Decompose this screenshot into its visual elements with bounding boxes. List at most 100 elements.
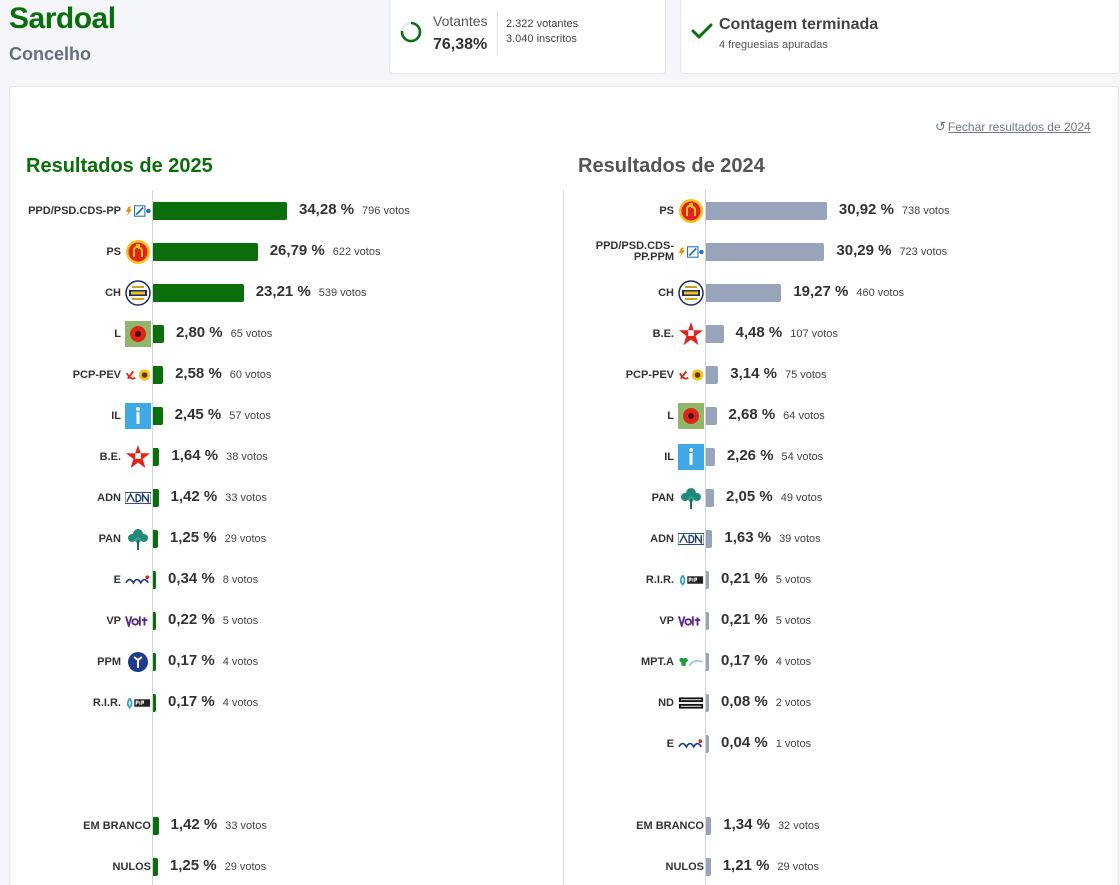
result-votes: 33 votos: [225, 820, 267, 832]
party-label: E: [3, 567, 151, 593]
undo-icon: ↺: [935, 119, 946, 134]
pan-logo: [125, 526, 151, 552]
result-pct: 1,64 %: [171, 447, 219, 464]
chega-logo: [678, 280, 704, 306]
result-bar-pan: [706, 489, 714, 507]
checkmark-icon: [691, 23, 713, 39]
party-name: PCP-PEV: [625, 368, 674, 381]
party-name: L: [667, 409, 674, 422]
result-bar-ppd-psd-cds-pp-ppm: [706, 243, 825, 261]
party-label: L: [556, 403, 704, 429]
result-bar-em-branco: [153, 817, 159, 835]
party-label: IL: [556, 444, 704, 470]
party-name: PPD/PSD.CDS-PP.PPM: [595, 240, 674, 263]
party-label: ADN: [556, 526, 704, 552]
ad-logo: [678, 239, 704, 265]
party-label: B.E.: [3, 444, 151, 470]
result-votes: 460 votos: [856, 287, 905, 299]
result-pct: 19,27 %: [793, 283, 849, 300]
result-votes: 29 votos: [224, 533, 267, 545]
axis-2025: [152, 190, 153, 885]
result-pct: 0,17 %: [721, 652, 768, 669]
turnout-ring-icon: [400, 21, 422, 43]
rir-logo: [125, 690, 151, 716]
result-bar-mpt-a: [706, 653, 709, 671]
result-votes: 54 votos: [781, 451, 824, 463]
page-subtitle: Concelho: [9, 44, 92, 64]
party-label: IL: [3, 403, 151, 429]
result-votes: 738 votos: [901, 205, 950, 217]
result-pct: 0,08 %: [721, 693, 768, 710]
result-bar-ppd-psd-cds-pp: [153, 202, 287, 220]
adn-logo: [678, 526, 704, 552]
votantes-count: 2.322 votantes: [506, 18, 579, 30]
party-name: PS: [659, 204, 674, 217]
party-label: PS: [556, 198, 704, 224]
party-label: L: [3, 321, 151, 347]
result-votes: 29 votos: [224, 861, 267, 873]
page-title: Sardoal: [9, 2, 116, 35]
ps-logo: [125, 239, 151, 265]
result-bar-vp: [153, 612, 156, 630]
party-label: EM BRANCO: [3, 813, 151, 839]
result-bar-e: [706, 735, 709, 753]
party-label: MPT.A: [556, 649, 704, 675]
result-pct: 1,34 %: [723, 816, 770, 833]
result-votes: 4 votos: [775, 656, 812, 668]
party-label: CH: [3, 280, 151, 306]
party-name: R.I.R.: [92, 696, 121, 709]
result-votes: 38 votos: [226, 451, 268, 463]
party-label: NULOS: [3, 854, 152, 880]
ergue-te-logo: [678, 731, 704, 757]
result-pct: 2,45 %: [174, 406, 222, 423]
party-name: ND: [658, 696, 674, 709]
result-votes: 107 votos: [790, 328, 838, 340]
pan-logo: [678, 485, 704, 511]
results-2024-title: Resultados de 2024: [578, 155, 765, 177]
party-name: PS: [106, 245, 121, 258]
contagem-sub: 4 freguesias apuradas: [719, 39, 828, 51]
result-bar-e: [153, 571, 156, 589]
result-votes: 65 votos: [230, 328, 273, 340]
result-bar-l: [153, 325, 164, 343]
result-pct: 3,14 %: [730, 365, 777, 382]
result-pct: 0,22 %: [168, 611, 215, 628]
party-label: R.I.R.: [3, 690, 151, 716]
close-2024-results-link[interactable]: ↺ Fechar resultados de 2024: [935, 119, 1091, 135]
party-label: B.E.: [556, 321, 704, 347]
result-bar-ch: [706, 284, 782, 302]
mpt-logo: [678, 649, 704, 675]
be-logo: [125, 444, 151, 470]
result-votes: 4 votos: [222, 656, 259, 668]
result-pct: 1,63 %: [724, 529, 772, 546]
party-name: L: [114, 327, 121, 340]
party-label: NULOS: [556, 854, 705, 880]
result-bar-r-i-r: [153, 694, 156, 712]
party-name: MPT.A: [641, 655, 674, 668]
result-votes: 622 votos: [332, 246, 381, 258]
volt-logo: [125, 608, 151, 634]
party-name: E: [113, 573, 121, 586]
result-pct: 2,05 %: [726, 488, 773, 505]
contagem-card: Contagem terminada 4 freguesias apuradas: [680, 0, 1120, 74]
result-votes: 75 votos: [784, 369, 827, 381]
result-bar-ps: [706, 202, 827, 220]
adn-logo: [125, 485, 151, 511]
result-pct: 0,04 %: [721, 734, 768, 751]
result-bar-pcp-pev: [706, 366, 719, 384]
result-bar-pcp-pev: [153, 366, 164, 384]
livre-logo: [125, 321, 151, 347]
party-label: PPM: [3, 649, 151, 675]
result-votes: 5 votos: [775, 574, 812, 586]
party-name: NULOS: [112, 860, 152, 873]
il-logo: [125, 403, 151, 429]
be-logo: [678, 321, 704, 347]
result-votes: 5 votos: [222, 615, 259, 627]
party-label: VP: [556, 608, 704, 634]
rir-logo: [678, 567, 704, 593]
result-pct: 0,17 %: [168, 652, 215, 669]
result-pct: 0,17 %: [168, 693, 215, 710]
nova-direita-logo: [678, 690, 704, 716]
result-votes: 8 votos: [222, 574, 259, 586]
votantes-card: Votantes 76,38% 2.322 votantes 3.040 ins…: [389, 0, 666, 74]
